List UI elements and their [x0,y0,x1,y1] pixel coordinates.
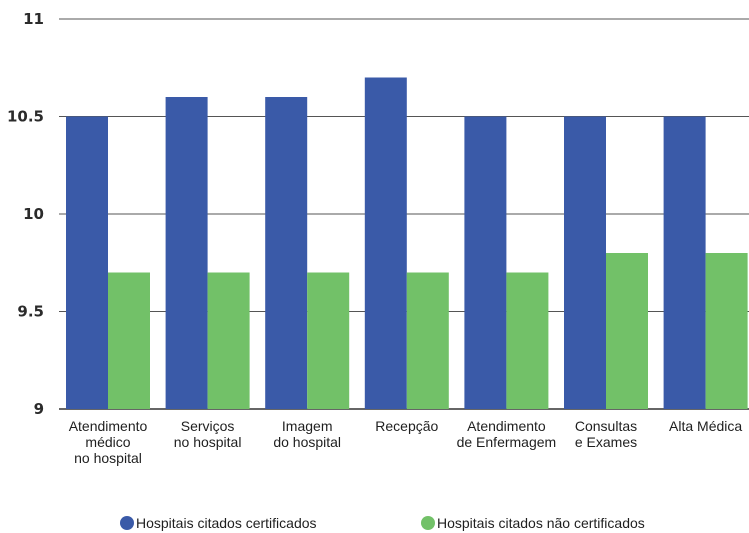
x-tick-label-line: e Exames [575,434,637,450]
x-tick-label: Consultas e Exames [575,418,637,450]
x-tick-label-line: no hospital [74,450,142,466]
x-tick-label-line: do hospital [273,434,341,450]
x-tick-label-line: no hospital [174,434,242,450]
bar-certificados [66,116,108,409]
x-tick-label-line: médico [85,434,130,450]
x-tick-label-line: Atendimento [69,418,148,434]
bar-certificados [364,77,407,409]
x-tick-label-line: Serviços [181,418,235,434]
bar-nao-certificados [307,272,350,409]
bar-certificados [265,97,308,409]
bars [66,77,748,409]
y-tick-label: 10.5 [7,108,44,126]
bar-nao-certificados [705,253,748,409]
legend-marker [120,516,134,530]
bar-nao-certificados [207,272,250,409]
bar-certificados [464,116,507,409]
bar-nao-certificados [406,272,449,409]
bar-nao-certificados [506,272,549,409]
x-tick-label-line: Imagem [282,418,333,434]
y-axis-ticks: 9 9.5 10 10.5 11 [7,10,44,418]
bar-nao-certificados [108,272,150,409]
x-tick-label-line: Alta Médica [669,418,742,434]
x-tick-label: Recepção [375,418,438,434]
bar-certificados [663,116,706,409]
y-tick-label: 11 [23,10,44,28]
legend-label: Hospitais citados não certificados [437,515,645,531]
legend-label: Hospitais citados certificados [136,515,317,531]
y-tick-label: 9.5 [17,303,44,321]
x-tick-label: Atendimento médico no hospital [69,418,148,466]
legend-marker [421,516,435,530]
bar-certificados [564,116,606,409]
x-tick-label-line: Recepção [375,418,438,434]
x-tick-label: Imagem do hospital [273,418,341,450]
legend: Hospitais citados certificados Hospitais … [120,515,645,531]
y-tick-label: 9 [34,400,44,418]
bar-nao-certificados [606,253,648,409]
x-tick-label: Alta Médica [669,418,742,434]
x-tick-label-line: Consultas [575,418,637,434]
x-tick-label: Serviços no hospital [174,418,242,450]
x-tick-label-line: de Enfermagem [457,434,557,450]
x-tick-label: Atendimento de Enfermagem [457,418,557,450]
bar-certificados [165,97,208,409]
y-tick-label: 10 [23,205,44,223]
x-tick-label-line: Atendimento [467,418,546,434]
